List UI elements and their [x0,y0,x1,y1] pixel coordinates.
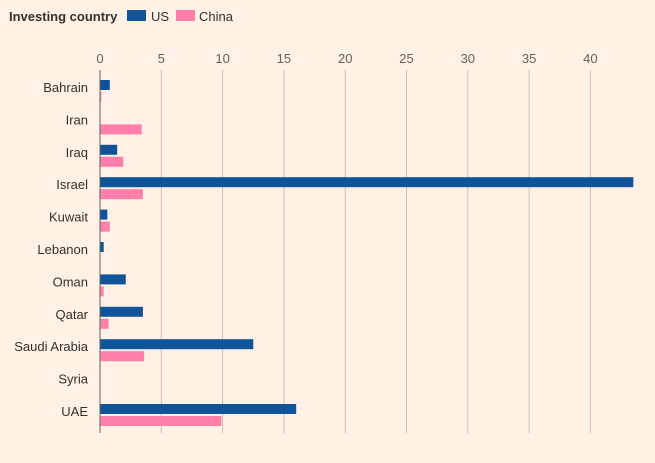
category-label: UAE [61,404,88,419]
legend-label-china: China [199,9,234,24]
bar-us [100,274,126,285]
category-label: Iran [66,112,88,127]
bar-china [100,92,102,102]
category-label: Israel [56,177,88,192]
x-tick-label: 0 [96,51,103,66]
bar-china [100,351,145,362]
legend-swatch-china [176,10,195,21]
bar-china [100,416,222,426]
category-label: Syria [58,372,88,387]
category-label: Oman [53,274,88,289]
x-tick-label: 5 [158,51,165,66]
legend-title: Investing country [9,9,118,24]
legend: Investing country US China [9,9,234,24]
bar-us [100,177,634,188]
category-label: Saudi Arabia [14,339,88,354]
x-tick-label: 15 [277,51,291,66]
bar-us [100,339,254,350]
bar-china [100,156,124,167]
bar-us [100,404,297,414]
bars [100,80,634,426]
legend-label-us: US [151,9,169,24]
bar-us [100,80,110,90]
category-label: Qatar [55,307,88,322]
bar-china [100,221,110,232]
category-label: Bahrain [43,80,88,95]
bar-china [100,286,104,297]
legend-swatch-us [127,10,146,21]
x-tick-labels: 0 5 10 15 20 25 30 35 40 [96,51,597,66]
bar-us [100,209,108,220]
bar-us [100,306,143,317]
category-labels: Bahrain Iran Iraq Israel Kuwait Lebanon Oman Qa… [14,80,88,419]
category-label: Iraq [66,145,88,160]
category-label: Lebanon [37,242,88,257]
x-tick-label: 25 [399,51,413,66]
bar-china [100,189,143,200]
bar-us [100,242,104,252]
x-gridlines [160,70,591,433]
category-label: Kuwait [49,210,88,225]
x-tick-label: 35 [522,51,536,66]
x-tick-label: 30 [461,51,475,66]
bar-china [100,318,109,329]
x-tick-label: 40 [583,51,597,66]
bar-china [100,124,142,135]
x-tick-label: 20 [338,51,352,66]
bar-us [100,144,118,155]
x-tick-label: 10 [215,51,229,66]
